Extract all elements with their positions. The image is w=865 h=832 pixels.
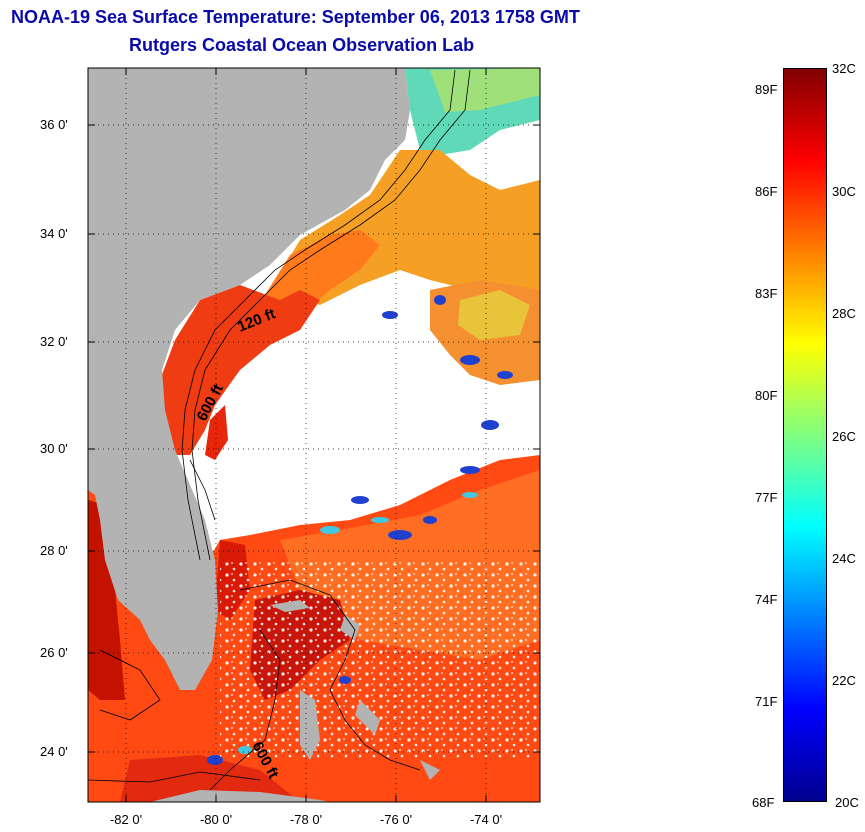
colorbar-label-c: 28C [832, 306, 856, 321]
bathymetry-contours [88, 69, 471, 791]
colorbar-label-c: 20C [835, 795, 859, 810]
temperature-colorbar [783, 68, 827, 802]
lon-tick-label: -80 0' [200, 812, 232, 827]
colorbar-label-c: 22C [832, 673, 856, 688]
axis-ticks [88, 68, 540, 802]
land-us-southeast [88, 68, 410, 690]
colorbar-label-f: 86F [755, 184, 778, 199]
map-title: NOAA-19 Sea Surface Temperature: Septemb… [11, 7, 580, 27]
sst-green-patch [430, 68, 540, 112]
sst-yellow-east [458, 290, 530, 340]
lon-tick-label: -78 0' [290, 812, 322, 827]
lat-tick-label: 32 0' [40, 334, 68, 349]
map-plot-area: 120 ft 600 ft 600 ft [88, 68, 540, 802]
land-cuba [150, 790, 330, 802]
lat-tick-label: 26 0' [40, 645, 68, 660]
colorbar-label-f: 74F [755, 592, 778, 607]
colorbar-label-f: 89F [755, 82, 778, 97]
colorbar-label-c: 30C [832, 184, 856, 199]
colorbar-label-c: 26C [832, 429, 856, 444]
lat-tick-label: 36 0' [40, 117, 68, 132]
lat-tick-label: 34 0' [40, 226, 68, 241]
sst-red-strip [205, 405, 228, 460]
colorbar-label-c: 32C [832, 61, 856, 76]
sst-red-southwest [120, 755, 300, 802]
cold-artifacts [207, 295, 513, 765]
lat-tick-label: 24 0' [40, 744, 68, 759]
sst-red-coastal [160, 285, 320, 455]
colorbar-label-f: 83F [755, 286, 778, 301]
colorbar-label-f: 71F [755, 694, 778, 709]
map-frame [87, 67, 541, 803]
graticule [88, 68, 540, 802]
land-bahamas [270, 600, 440, 780]
cool-edge-artifacts [238, 492, 478, 754]
colorbar-label-f: 80F [755, 388, 778, 403]
lon-tick-label: -82 0' [110, 812, 142, 827]
cloud-speckle [220, 560, 540, 760]
colorbar-label-f: 77F [755, 490, 778, 505]
lon-tick-label: -74 0' [470, 812, 502, 827]
colorbar-label-c: 24C [832, 551, 856, 566]
sst-darkred-florida-straits [88, 500, 125, 700]
map-subtitle: Rutgers Coastal Ocean Observation Lab [129, 35, 475, 55]
lat-tick-label: 28 0' [40, 543, 68, 558]
lon-tick-label: -76 0' [380, 812, 412, 827]
lat-tick-label: 30 0' [40, 441, 68, 456]
colorbar-label-f: 68F [752, 795, 775, 810]
